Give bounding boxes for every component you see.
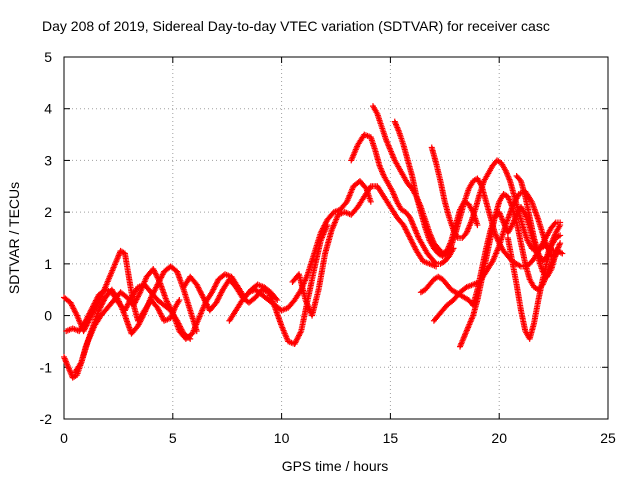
plot-frame: [63, 56, 609, 420]
x-tick-label: 10: [274, 430, 290, 446]
data-point: [274, 297, 281, 304]
y-tick-label: -1: [40, 359, 53, 375]
data-point: [474, 222, 481, 229]
y-axis-label: SDTVAR / TECUs: [6, 182, 22, 294]
x-axis-label: GPS time / hours: [282, 458, 389, 474]
x-tick-label: 20: [491, 430, 507, 446]
data-point: [557, 240, 564, 247]
data-point: [432, 259, 439, 266]
series-track-h: [348, 131, 457, 267]
x-tick-label: 15: [383, 430, 399, 446]
data-point: [551, 220, 558, 227]
series-track-p: [513, 172, 564, 265]
series-track-o: [504, 232, 564, 342]
y-tick-label: 0: [44, 308, 52, 324]
y-tick-label: 4: [44, 101, 52, 117]
series-track-d: [71, 266, 281, 376]
x-tick-label: 0: [60, 430, 68, 446]
data-point: [557, 222, 564, 229]
x-tick-label: 25: [600, 430, 616, 446]
data-point: [367, 198, 374, 205]
series-track-e: [180, 222, 331, 348]
series-track-n: [457, 191, 564, 350]
x-tick-label: 5: [169, 430, 177, 446]
data-marks: [61, 103, 566, 381]
y-tick-label: 5: [44, 49, 52, 65]
y-tick-label: 2: [44, 204, 52, 220]
axis-ticks: 0 5 10 15 20 25 -2 -1 0 1 2 3 4 5: [40, 49, 616, 446]
y-tick-label: 3: [44, 152, 52, 168]
data-point: [557, 232, 564, 239]
data-point: [273, 295, 280, 302]
y-tick-label: 1: [44, 256, 52, 272]
data-point: [176, 297, 183, 304]
y-tick-label: -2: [40, 411, 53, 427]
chart-title: Day 208 of 2019, Sidereal Day-to-day VTE…: [42, 18, 550, 34]
